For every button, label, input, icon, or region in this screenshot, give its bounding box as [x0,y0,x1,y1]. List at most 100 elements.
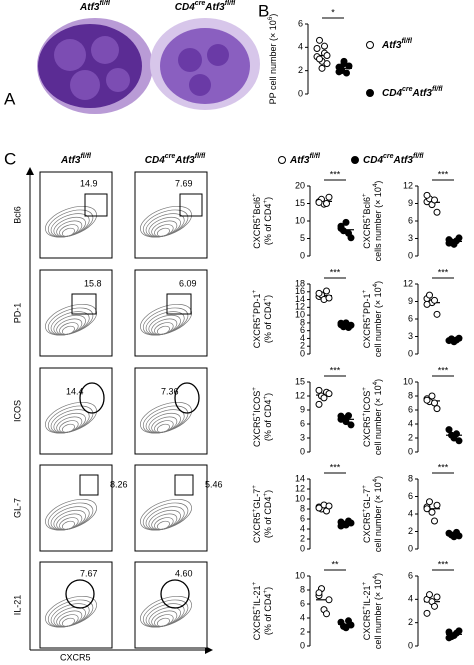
text-part: Atf3 [289,155,310,166]
text-part: 4 [372,283,379,287]
y-axis-label: PP cell number (× 106) [267,14,278,105]
text-part: cells number (× 10 [373,187,383,261]
dot [325,390,333,398]
text-part: CXCR5 [252,512,262,543]
text-part: + [251,581,258,585]
dot [315,400,323,408]
text-part: CD4 [363,155,383,166]
y-axis-label: cell number (× 104) [372,573,383,649]
significance: *** [438,267,449,277]
y-tick-label: 2 [408,526,413,536]
y-tick-label: 9 [300,404,305,414]
text-part: Atf3 [412,88,433,99]
text-part: + [361,606,368,610]
legend-marker [351,156,359,164]
y-axis-label: (% of CD4+) [262,490,273,538]
text-part: + [251,485,258,489]
dot [343,69,350,77]
text-part: Atf3 [204,2,225,13]
text-part: + [361,508,368,512]
y-tick-label: 0 [300,543,305,553]
text-part: + [251,508,258,512]
y-tick-label: 14 [295,294,305,304]
text-part: 4 [372,381,379,385]
text-part: + [361,387,368,391]
y-tick-label: 10 [295,493,305,503]
dot [431,196,438,204]
dot [423,300,431,308]
dot [455,234,463,242]
y-tick-label: 12 [295,483,305,493]
dot [337,522,345,530]
gate [79,382,105,414]
contour [140,205,192,238]
text-part: + [251,412,258,416]
dot [455,532,463,540]
y-tick-label: 8 [408,390,413,400]
y-axis-label: cell number (× 104) [372,281,383,357]
dot [426,498,433,506]
dot [315,589,323,597]
y-axis-label: cell number (× 104) [372,379,383,455]
significance: *** [438,462,449,472]
text-part: IL-21 [252,585,262,606]
y-tick-label: 4 [300,612,305,622]
text-part: cre [195,0,206,7]
text-part: ) [268,14,278,17]
text-part: fl/fl [432,86,444,93]
text-part: 4 [372,183,379,187]
y-axis-label: (% of CD4+) [262,295,273,343]
text-part: + [262,298,269,302]
text-part: + [251,214,258,218]
dot [342,218,350,226]
text-part: CXCR5 [252,610,262,641]
dot [426,291,433,299]
text-part: + [262,590,269,594]
dot [321,42,328,50]
y-tick-label: 0 [298,88,303,98]
y-tick-label: 6 [300,598,305,608]
legend-label: Atf3fl/fl [381,38,413,50]
image-title: CD4creAtf3fl/fl [175,0,237,12]
flow-box [134,171,208,259]
y-tick-label: 0 [300,640,305,650]
gate [65,579,95,609]
text-part: + [251,314,258,318]
dot [340,57,348,65]
dot [347,321,355,329]
text-part: ) [373,476,383,479]
y-tick-label: 6 [300,325,305,335]
y-tick-label: 12 [295,390,305,400]
dot [325,596,333,604]
text-part: cell number (× 10 [373,385,383,455]
text-part: CXCR5 [362,610,372,641]
y-tick-label: 10 [295,570,305,580]
significance: *** [330,462,341,472]
dot [445,634,453,642]
y-tick-label: 0 [408,348,413,358]
y-tick-label: 4 [300,523,305,533]
gate [79,474,99,496]
y-tick-label: 0 [408,543,413,553]
text-part: + [361,314,368,318]
y-tick-label: 0 [300,250,305,260]
y-tick-label: 6 [408,313,413,323]
text-part: CD4 [145,155,165,166]
dot [316,36,323,44]
dot [455,627,463,635]
y-tick-label: 20 [295,180,305,190]
image-title: Atf3fl/fl [79,0,111,12]
contour [45,401,97,434]
y-tick-label: 8 [300,317,305,327]
contour [140,498,192,531]
significance: *** [330,169,341,179]
flow-box [39,464,113,552]
text-part: cell number (× 10 [373,482,383,552]
y-tick-label: 12 [403,278,413,288]
legend-marker [366,89,374,97]
y-axis-label: CXCR5+ICOS+ [251,387,262,447]
y-tick-label: 16 [295,286,305,296]
dot [337,319,345,327]
significance: ** [331,559,339,569]
column-title: CD4creAtf3fl/fl [145,153,207,165]
